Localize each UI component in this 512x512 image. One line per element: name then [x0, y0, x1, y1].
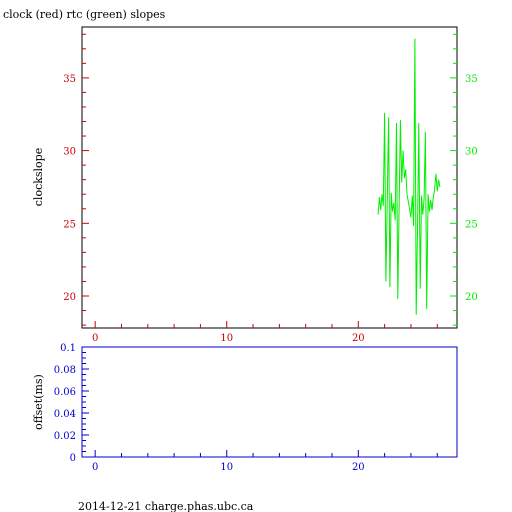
- slope-panel: clockslope 0 10 20 20 25 30 35 20 25 30 35: [32, 26, 478, 344]
- slope-plot-frame: [81, 26, 458, 329]
- offset-axis-ticks: 0 10 20 0 0.02 0.04 0.06 0.08 0.1: [54, 343, 438, 473]
- slope-right-y-tick-label: 35: [465, 74, 478, 85]
- chart-title: clock (red) rtc (green) slopes: [3, 8, 166, 21]
- slope-series-group: [377, 38, 441, 315]
- slope-x-tick-label: 20: [352, 333, 365, 344]
- offset-x-tick-label: 20: [352, 462, 365, 473]
- offset-y-tick-label: 0.02: [54, 431, 76, 442]
- offset-plot-frame: [81, 346, 458, 458]
- offset-y-tick-label: 0: [70, 453, 76, 464]
- slope-right-y-tick-label: 30: [465, 147, 478, 158]
- slope-axis-ticks: 0 10 20 20 25 30 35 20 25 30 35: [63, 33, 478, 344]
- slope-left-y-tick-label: 35: [63, 74, 76, 85]
- offset-y-axis-label: offset(ms): [32, 374, 45, 430]
- slope-left-y-tick-label: 25: [63, 219, 76, 230]
- slope-x-tick-label: 10: [220, 333, 233, 344]
- slope-right-y-tick-label: 20: [465, 292, 478, 303]
- slope-y-axis-label: clockslope: [32, 148, 45, 206]
- offset-x-tick-label: 0: [92, 462, 98, 473]
- footer-label: 2014-12-21 charge.phas.ubc.ca: [78, 500, 254, 512]
- slope-x-tick-label: 0: [92, 333, 98, 344]
- slope-left-y-tick-label: 30: [63, 147, 76, 158]
- offset-y-tick-label: 0.08: [54, 365, 76, 376]
- offset-x-tick-label: 10: [220, 462, 233, 473]
- slope-right-y-tick-label: 25: [465, 219, 478, 230]
- rtc-slope-series-line: [377, 38, 441, 315]
- offset-panel: offset(ms) 0 10 20 0 0.02 0.04 0.06 0.08 0.1: [32, 343, 458, 473]
- offset-y-tick-label: 0.06: [54, 387, 76, 398]
- offset-y-tick-label: 0.04: [54, 409, 76, 420]
- slope-left-y-tick-label: 20: [63, 292, 76, 303]
- offset-y-tick-label: 0.1: [60, 343, 76, 354]
